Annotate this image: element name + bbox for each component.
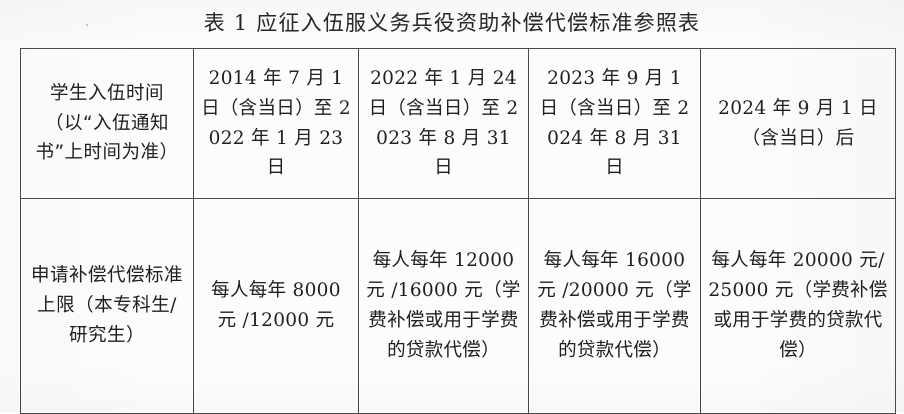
table-row-enlistment-period: 学生入伍时间（以“入伍通知书”上时间为准） 2014 年 7 月 1 日（含当日…	[20, 48, 896, 199]
row-header-enlistment-time: 学生入伍时间（以“入伍通知书”上时间为准）	[20, 48, 194, 199]
period-cell-3: 2023 年 9 月 1 日（含当日）至 2024 年 8 月 31 日	[528, 48, 701, 199]
amount-cell-4: 每人每年 20000 元/25000 元（学费补偿或用于学费的贷款代偿）	[700, 198, 896, 414]
scan-speck	[86, 24, 88, 26]
row-header-compensation-cap: 申请补偿代偿标准上限（本专科生/研究生）	[20, 198, 194, 414]
page-title: 表 1 应征入伍服义务兵役资助补偿代偿标准参照表	[203, 11, 701, 35]
table-row-compensation-cap: 申请补偿代偿标准上限（本专科生/研究生） 每人每年 8000 元 /12000 …	[20, 198, 896, 414]
amount-cell-2: 每人每年 12000 元 /16000 元（学费补偿或用于学费的贷款代偿）	[358, 198, 529, 414]
period-cell-4: 2024 年 9 月 1 日（含当日）后	[700, 48, 896, 199]
period-cell-2: 2022 年 1 月 24 日（含当日）至 2023 年 8 月 31 日	[358, 48, 529, 199]
subsidy-standard-table: 学生入伍时间（以“入伍通知书”上时间为准） 2014 年 7 月 1 日（含当日…	[20, 48, 896, 414]
amount-cell-1: 每人每年 8000 元 /12000 元	[193, 198, 359, 414]
amount-cell-3: 每人每年 16000 元 /20000 元（学费补偿或用于学费的贷款代偿）	[528, 198, 701, 414]
period-cell-1: 2014 年 7 月 1 日（含当日）至 2022 年 1 月 23 日	[193, 48, 359, 199]
